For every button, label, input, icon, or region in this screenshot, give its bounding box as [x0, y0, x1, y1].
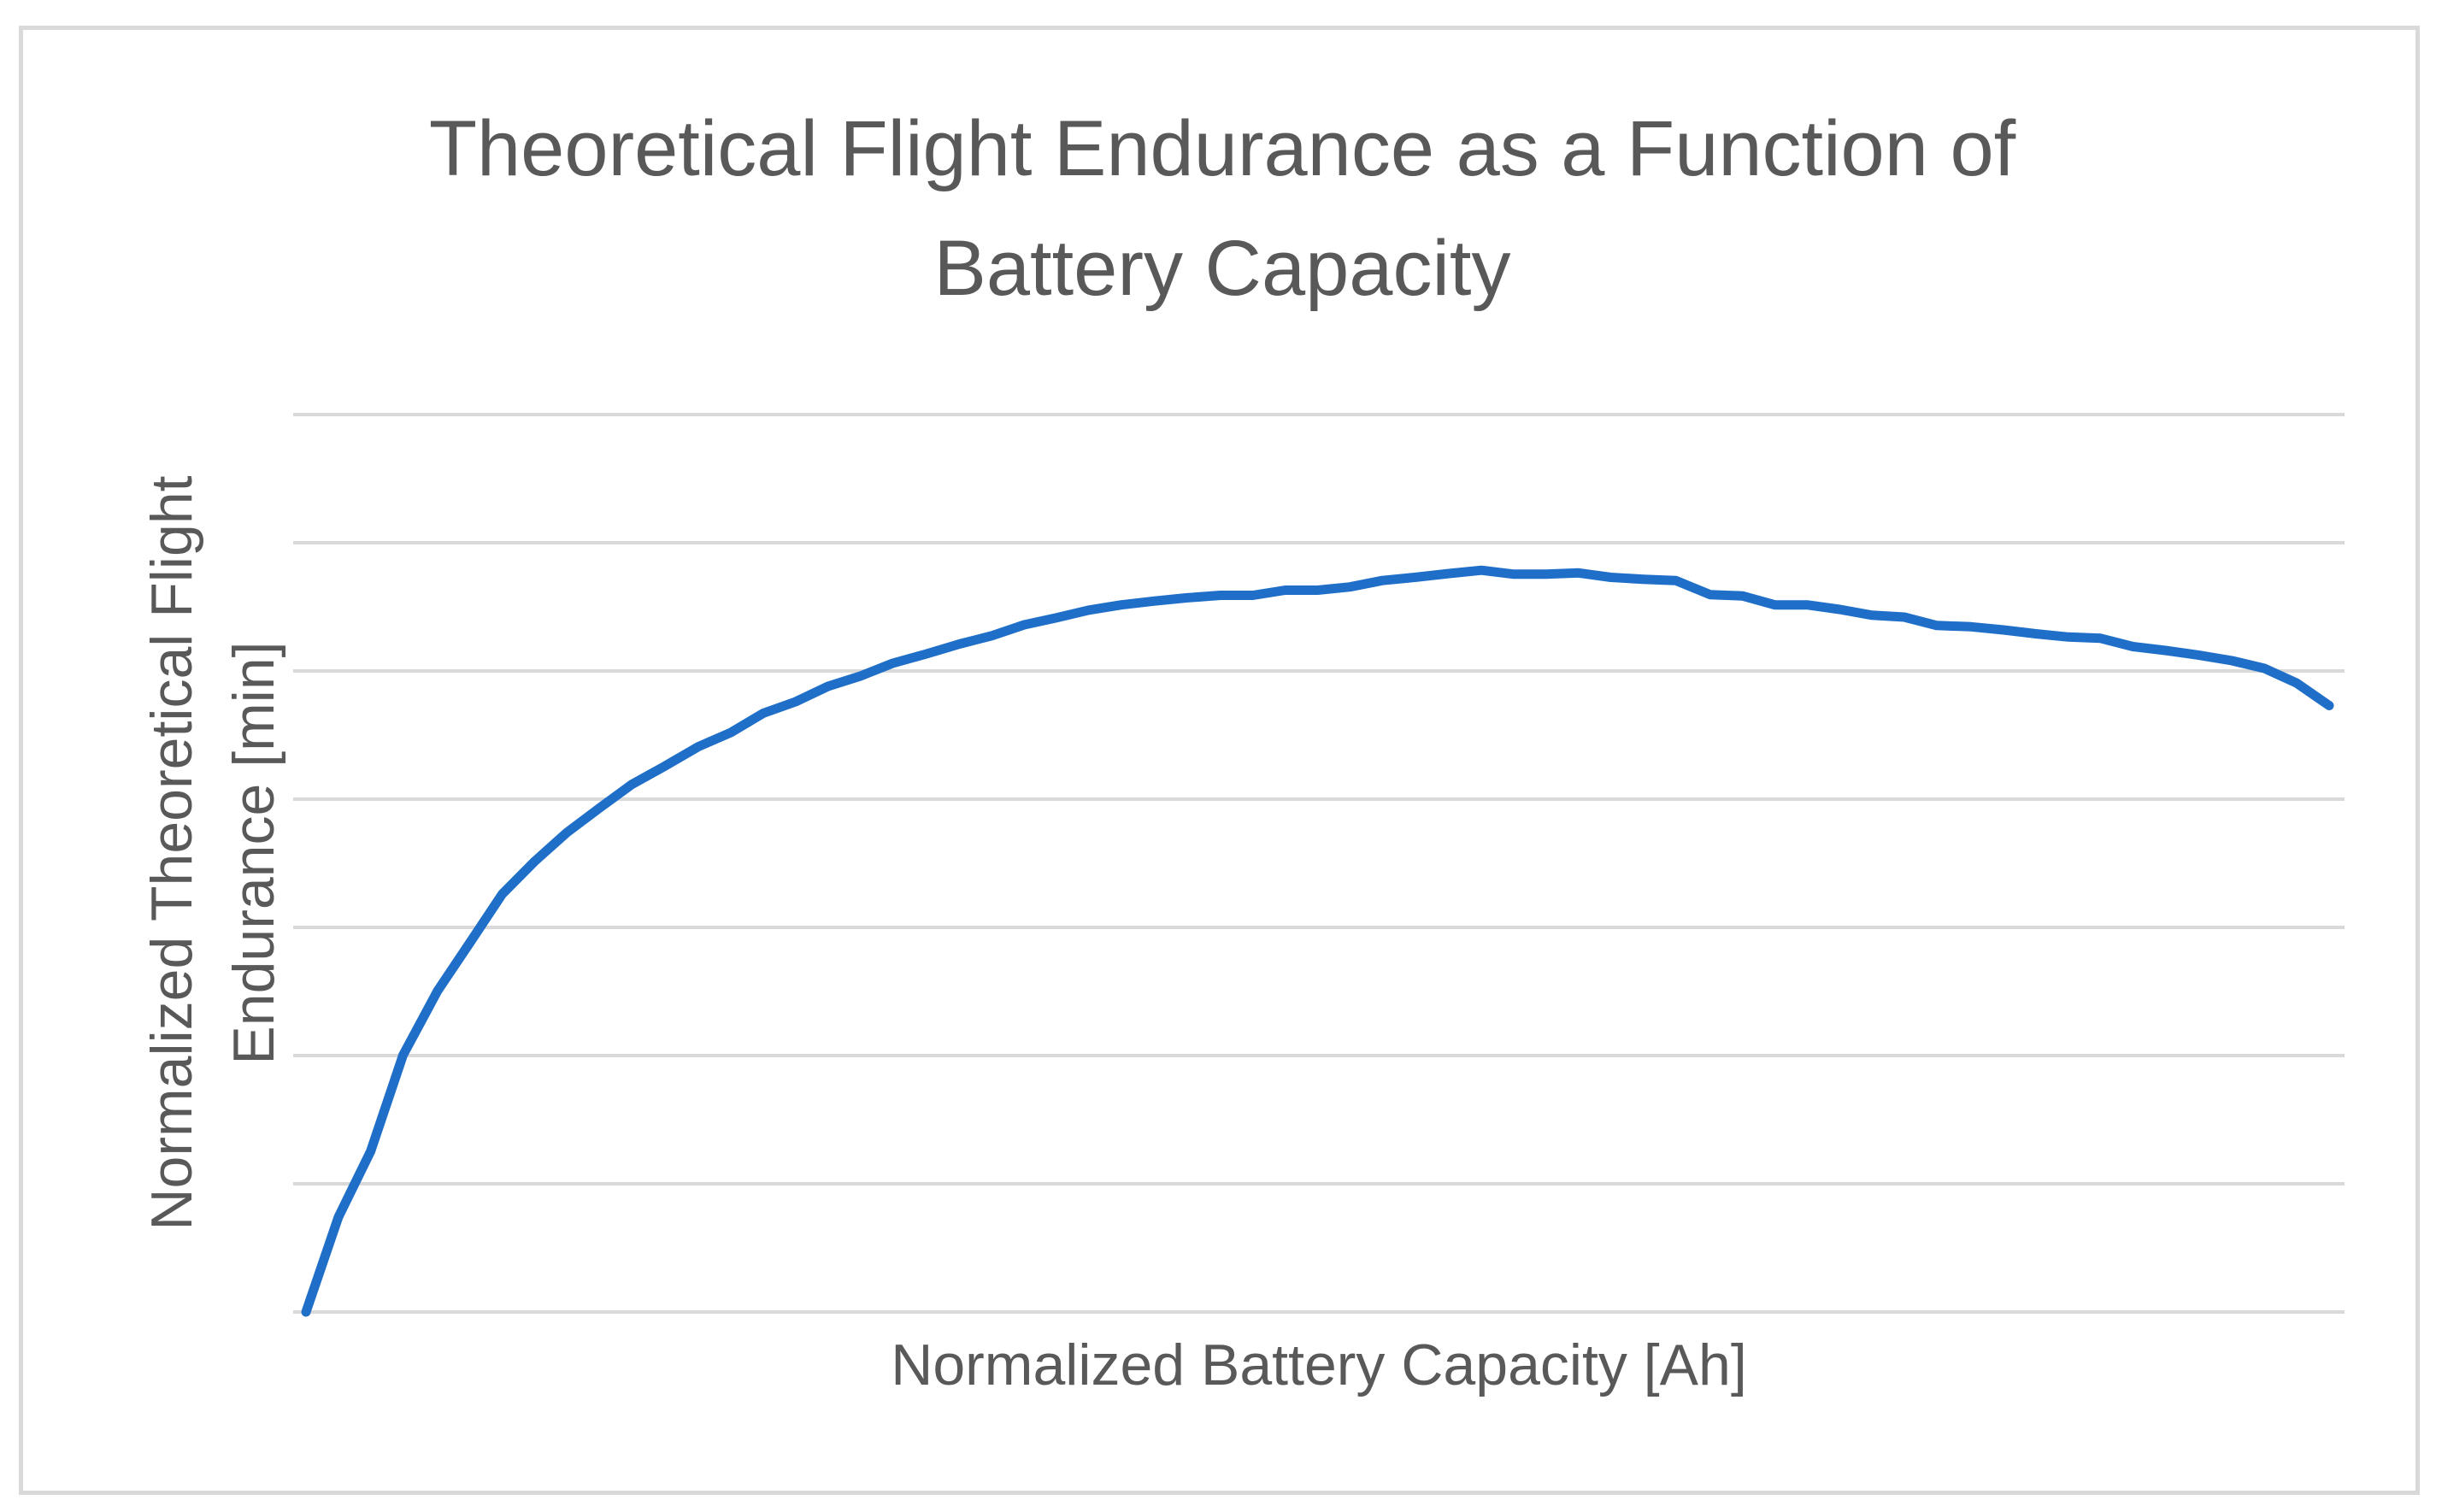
series-line [301, 565, 2334, 1317]
gridlines [293, 413, 2345, 1314]
series-layer [301, 565, 2334, 1317]
chart-title-line-1: Theoretical Flight Endurance as a Functi… [428, 105, 2016, 192]
x-axis-label: Normalized Battery Capacity [Ah] [891, 1333, 1747, 1397]
chart-title-line-2: Battery Capacity [933, 225, 1511, 312]
chart-frame [19, 26, 2420, 1495]
